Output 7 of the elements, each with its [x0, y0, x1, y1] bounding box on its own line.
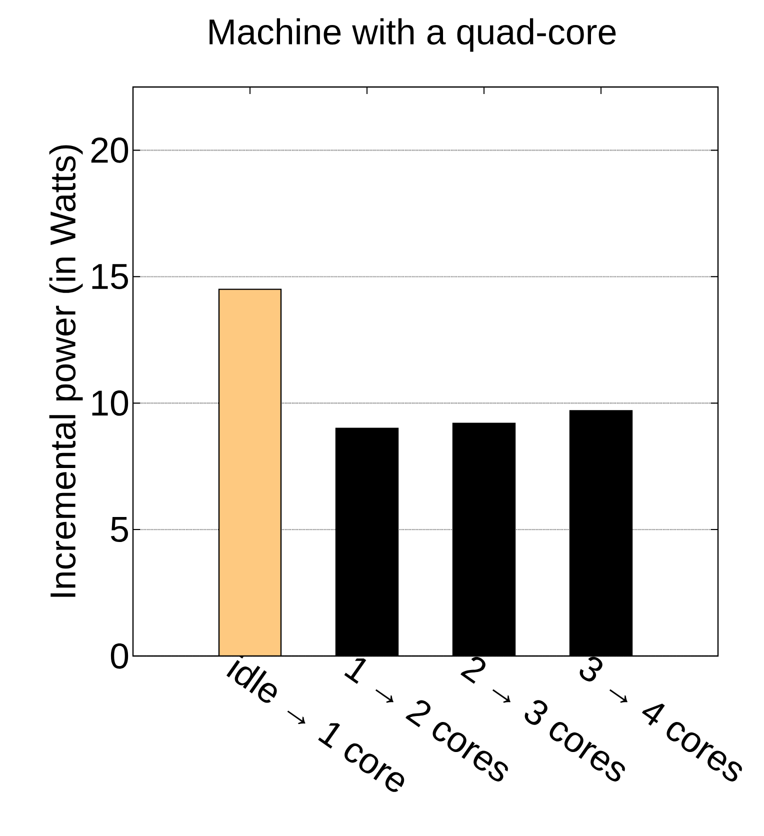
y-tick-label: 20 — [91, 138, 128, 163]
y-axis-title: Incremental power (in Watts) — [49, 145, 83, 597]
chart-title: Machine with a quad-core — [210, 18, 616, 52]
y-tick-label: 10 — [92, 390, 128, 416]
y-tick-label: 0 — [110, 643, 128, 669]
y-tick-label: 15 — [92, 264, 128, 290]
y-tick-label: 5 — [110, 517, 128, 542]
